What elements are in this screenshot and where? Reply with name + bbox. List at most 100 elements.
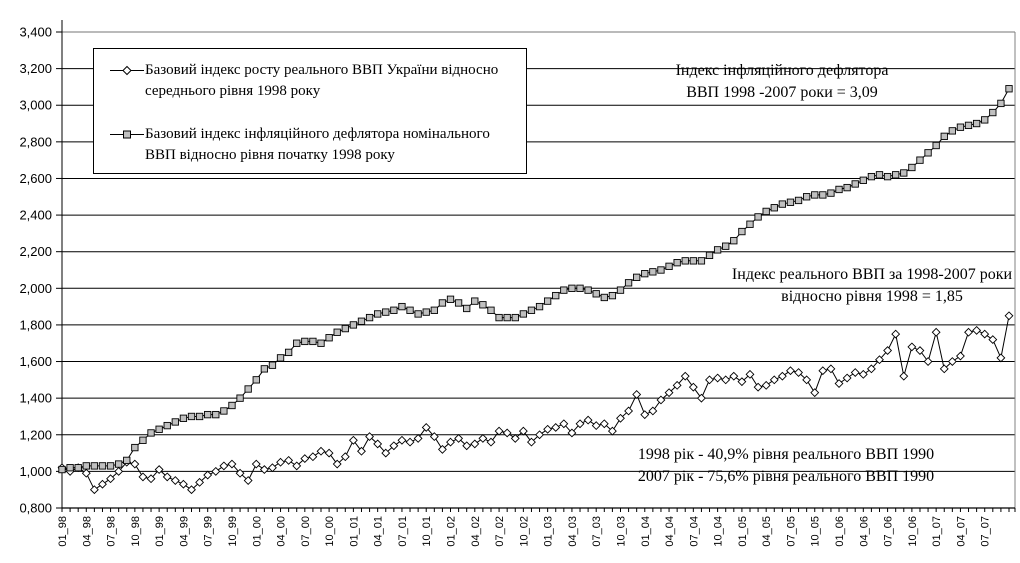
annotation-real-gdp-line2: відносно рівня 1998 = 1,85 [781,288,963,305]
x-tick-label: 10_03 [615,516,627,547]
square-marker [673,259,681,267]
square-marker [697,257,706,265]
square-marker [155,425,163,433]
diamond-marker [810,388,820,398]
diamond-marker-icon [110,65,144,76]
diamond-marker [575,419,585,429]
diamond-marker [146,474,156,484]
square-marker [333,328,341,336]
y-tick-label: 1,000 [19,464,52,479]
square-marker [74,464,82,472]
square-marker [422,308,430,316]
x-tick-label: 01_98 [57,516,69,547]
diamond-marker [98,479,107,489]
y-tick-label: 3,000 [19,98,52,113]
square-marker [633,273,641,281]
y-tick-label: 2,200 [19,244,52,259]
diamond-marker [866,364,876,374]
diamond-marker [656,395,666,405]
x-tick-label: 07_07 [980,516,992,547]
x-tick-label: 04_04 [664,516,676,547]
square-marker [835,185,843,194]
x-tick-label: 04_00 [276,516,288,547]
diamond-marker [729,371,739,381]
square-marker [608,291,617,300]
diamond-marker [373,439,383,449]
square-marker [770,204,778,212]
diamond-marker [737,377,747,387]
diamond-marker [187,485,196,495]
diamond-marker [397,435,407,445]
square-marker [309,337,317,346]
square-marker [147,429,155,437]
square-marker [616,286,625,294]
square-marker [794,196,803,205]
square-marker [681,257,689,265]
diamond-marker [972,325,982,335]
square-marker [349,321,358,329]
square-marker [454,299,463,307]
diamond-marker [421,423,431,432]
diamond-marker [470,439,480,449]
diamond-marker [494,426,504,436]
square-marker [956,123,965,131]
x-tick-label: 01_02 [446,516,458,547]
square-marker [106,462,115,470]
square-marker [802,193,811,201]
square-marker [568,284,576,292]
square-marker [900,169,908,177]
diamond-marker [502,428,512,438]
square-marker [438,299,447,307]
square-marker [252,376,260,384]
diamond-marker [89,485,99,495]
diamond-marker [130,459,140,469]
y-tick-label: 1,400 [19,391,52,406]
diamond-marker [648,406,658,416]
diamond-marker [308,452,318,462]
square-marker [519,310,528,318]
x-tick-label: 10_02 [518,516,530,547]
square-marker [924,149,932,157]
square-marker [859,176,867,184]
diamond-marker [745,369,755,379]
x-tick-label: 04_05 [761,516,773,547]
square-marker [187,412,196,421]
x-tick-label: 01_05 [737,516,749,547]
diamond-marker [988,335,998,345]
square-marker [123,456,131,465]
x-tick-label: 07_98 [106,516,118,547]
diamond-marker [583,415,593,425]
diamond-marker [826,364,836,374]
legend-item-deflator: Базовий індекс інфляційного дефлятора но… [109,124,518,166]
annotation-deflator-total: Індекс інфляційного дефлятора ВВП 1998 -… [676,60,889,104]
diamond-marker [138,472,148,482]
x-tick-label: 10_01 [421,516,433,547]
diamond-marker [211,466,221,476]
square-marker [341,324,349,333]
diamond-marker [664,388,674,398]
diamond-marker [195,477,205,487]
square-marker [301,337,309,346]
square-marker [244,385,252,393]
diamond-marker [413,433,423,443]
x-tick-label: 04_03 [567,516,579,547]
square-marker [195,412,204,421]
diamond-marker [858,369,868,379]
diamond-marker [276,457,285,467]
square-marker [390,306,398,314]
x-tick-label: 01_00 [251,516,263,547]
square-marker [204,410,212,419]
diamond-marker [842,373,852,383]
diamond-marker [834,379,844,388]
square-marker [543,297,552,305]
diamond-marker [688,382,698,392]
square-marker [212,410,220,419]
diamond-marker [931,327,941,337]
diamond-marker [251,459,261,469]
y-tick-label: 2,800 [19,134,52,149]
annotation-deflator-line2: ВВП 1998 -2007 роки = 3,09 [686,84,878,101]
diamond-marker [235,468,245,478]
square-marker [665,262,673,270]
square-marker [317,339,325,347]
